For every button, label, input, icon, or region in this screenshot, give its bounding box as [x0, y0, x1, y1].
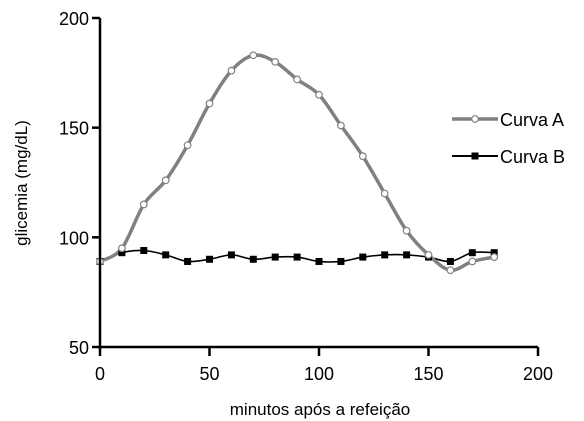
data-point-b — [359, 253, 367, 261]
y-tick-label: 200 — [59, 9, 89, 29]
data-point-a — [337, 121, 345, 130]
x-tick-label: 50 — [199, 364, 219, 384]
data-point-b — [118, 249, 126, 257]
data-point-b — [140, 246, 148, 254]
data-point-b — [184, 257, 192, 265]
legend: Curva A Curva B — [452, 110, 565, 167]
data-point-a — [446, 266, 455, 275]
legend-marker-a — [471, 115, 479, 123]
y-tick-label: 150 — [59, 119, 89, 139]
data-point-a — [358, 152, 367, 161]
data-point-b — [162, 251, 170, 259]
legend-label-b: Curva B — [500, 147, 565, 167]
data-point-a — [271, 57, 280, 66]
data-point-a — [183, 141, 192, 150]
x-tick-label: 150 — [413, 364, 443, 384]
data-point-b — [271, 253, 279, 261]
data-point-b — [490, 249, 498, 257]
data-point-b — [227, 251, 235, 259]
series-line-a — [99, 53, 495, 273]
data-point-b — [337, 257, 345, 265]
legend-marker-b — [471, 152, 479, 160]
data-point-a — [315, 90, 323, 99]
data-point-a — [249, 51, 258, 60]
data-point-a — [227, 66, 236, 75]
data-point-b — [293, 253, 301, 261]
data-point-a — [293, 75, 302, 84]
axes — [92, 16, 540, 356]
data-point-a — [205, 99, 214, 108]
data-point-a — [424, 250, 433, 259]
y-axis-title: glicemia (mg/dL) — [12, 120, 31, 246]
x-tick-label: 100 — [304, 364, 334, 384]
data-point-a — [139, 200, 148, 209]
data-point-a — [161, 176, 170, 185]
y-tick-label: 100 — [59, 228, 89, 248]
x-axis-title: minutos após a refeição — [230, 400, 411, 419]
data-point-b — [381, 251, 389, 259]
data-point-b — [446, 257, 454, 265]
data-point-a — [468, 257, 477, 266]
y-tick-label: 50 — [69, 338, 89, 358]
data-point-a — [402, 226, 411, 235]
data-point-b — [468, 249, 476, 257]
x-tick-label: 0 — [95, 364, 105, 384]
data-point-a — [117, 244, 126, 253]
data-point-a — [380, 189, 389, 198]
tick-labels: 50 100 150 200 0 50 100 150 200 — [59, 9, 553, 384]
data-point-a — [490, 253, 499, 261]
series-lines — [99, 53, 495, 273]
series-markers — [96, 51, 499, 275]
legend-label-a: Curva A — [500, 110, 564, 130]
data-point-b — [315, 257, 323, 265]
data-point-b — [249, 255, 257, 263]
data-point-b — [206, 255, 213, 263]
x-tick-label: 200 — [523, 364, 553, 384]
data-point-b — [403, 251, 411, 259]
